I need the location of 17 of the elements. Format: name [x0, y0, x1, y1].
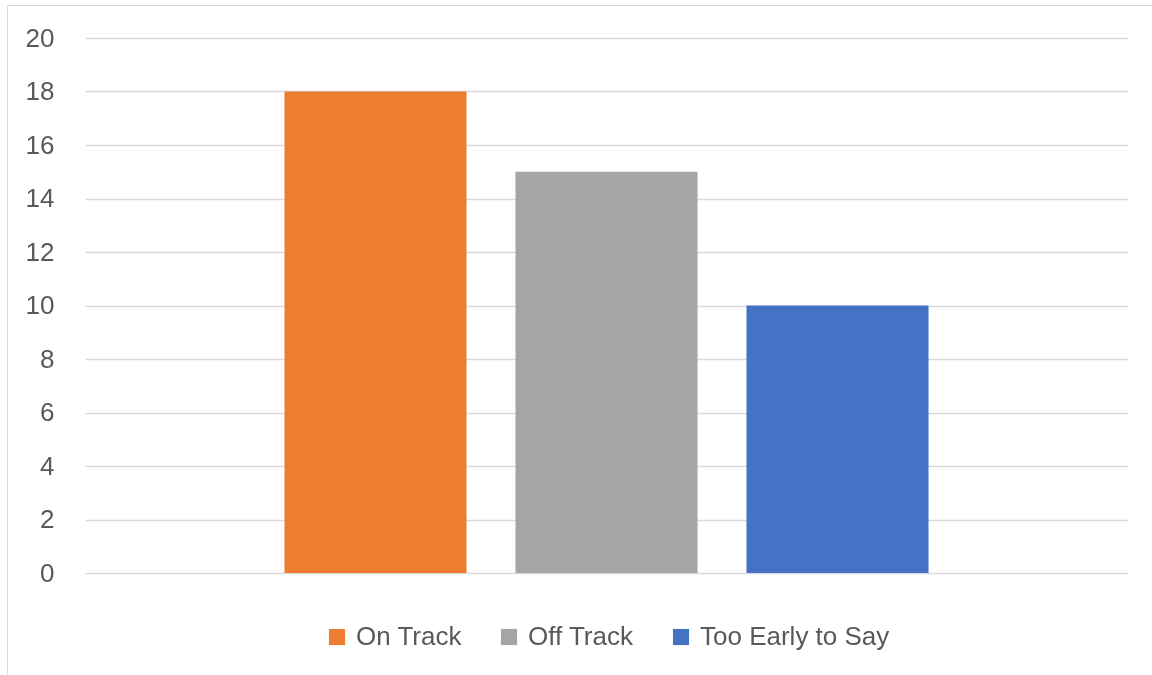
y-tick-label: 20 — [25, 22, 55, 53]
y-tick-label: 14 — [25, 183, 55, 213]
legend-label: Too Early to Say — [700, 621, 890, 651]
y-tick-label: 10 — [25, 290, 55, 320]
y-tick-label: 18 — [25, 76, 55, 106]
y-tick-label: 16 — [25, 129, 55, 160]
y-tick-label: 0 — [40, 557, 55, 588]
y-tick-label: 2 — [40, 504, 55, 534]
bar — [284, 91, 467, 573]
legend-label: Off Track — [528, 621, 634, 651]
bar — [746, 305, 929, 573]
bar — [515, 171, 698, 573]
y-tick-label: 12 — [25, 236, 55, 267]
y-tick-label: 6 — [40, 397, 55, 427]
legend-label: On Track — [356, 621, 463, 651]
y-tick-label: 8 — [40, 343, 55, 374]
y-tick-label: 4 — [40, 450, 55, 481]
